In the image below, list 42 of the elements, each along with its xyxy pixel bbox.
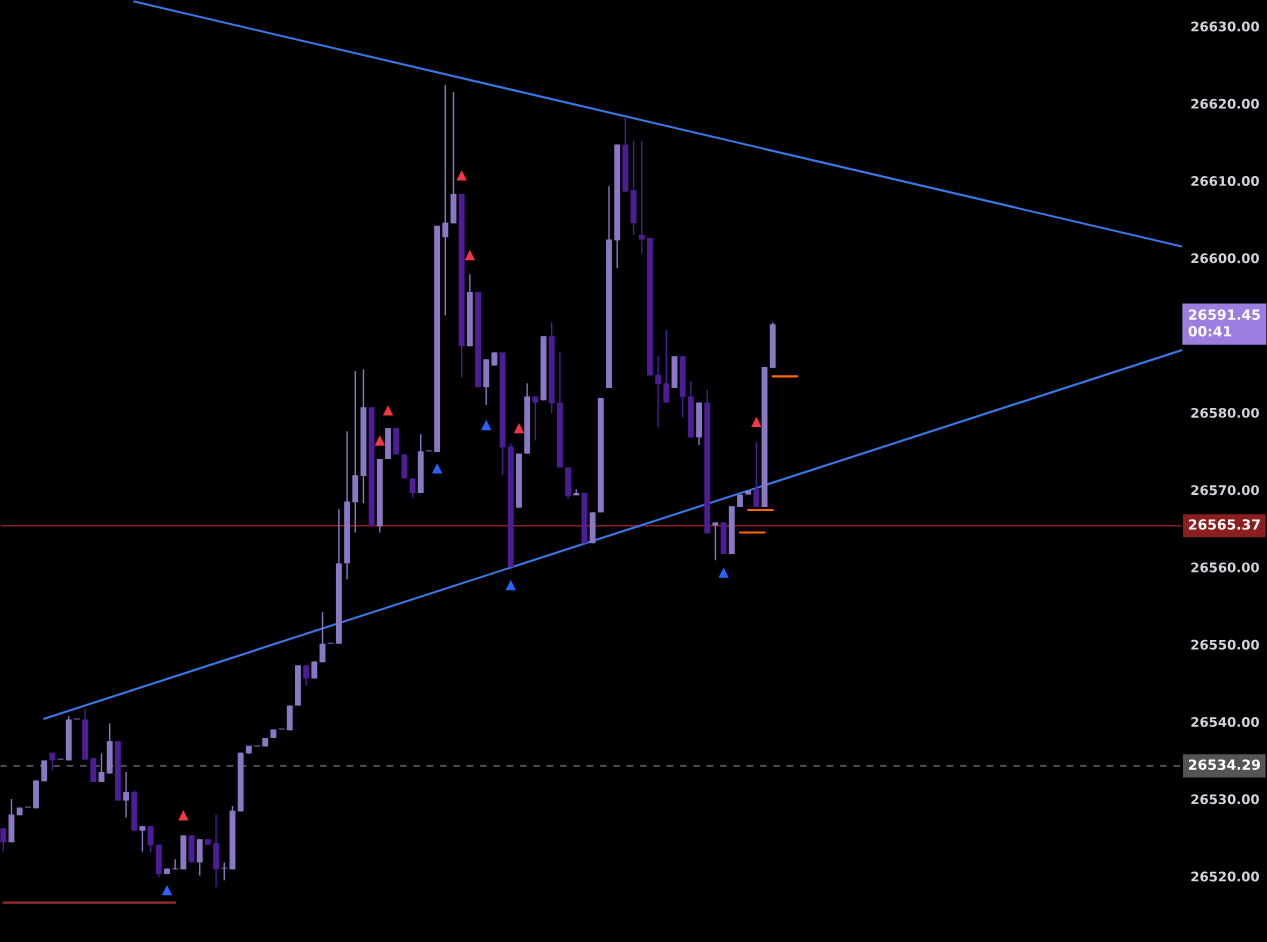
point (481, 419, 492, 431)
text: 26591.45 (1189, 309, 1260, 320)
point (374, 435, 385, 446)
candlestick (0, 827, 7, 853)
y-tick-label: 26630.00 (1191, 21, 1259, 32)
point (178, 810, 189, 821)
y-tick-label: 26610.00 (1191, 176, 1259, 187)
point (456, 170, 467, 181)
text: 00:41 (1188, 326, 1232, 337)
point (464, 249, 475, 261)
ref-line-label: 26565.37 (1189, 519, 1260, 530)
candlestick (663, 329, 670, 404)
candlestick (139, 825, 146, 853)
candlestick (532, 395, 539, 442)
point (718, 567, 729, 578)
y-tick-label: 26580.00 (1191, 407, 1259, 418)
candlestick (442, 84, 449, 316)
candlestick (172, 858, 179, 871)
y-tick-label: 26530.00 (1191, 794, 1259, 805)
point (751, 416, 762, 428)
ref-line-label: 26534.29 (1189, 759, 1260, 770)
candlestick (303, 664, 310, 687)
point (382, 405, 394, 416)
y-tick-label: 26520.00 (1191, 871, 1259, 882)
candlestick (655, 354, 662, 429)
candlestick (196, 838, 203, 877)
candlestick (123, 771, 129, 819)
candlestick (638, 139, 645, 255)
y-tick-label: 26570.00 (1191, 485, 1259, 496)
y-tick-label: 26560.00 (1191, 562, 1259, 573)
y-tick-label: 26540.00 (1191, 716, 1259, 727)
point (505, 579, 516, 591)
candlestick (753, 441, 760, 508)
candlestick (712, 521, 719, 561)
y-tick-label: 26550.00 (1191, 639, 1259, 650)
candlestick (409, 477, 416, 499)
candlestick (147, 825, 154, 854)
y-tick-label: 26600.00 (1191, 253, 1259, 264)
y-tick-label: 26620.00 (1191, 98, 1259, 109)
point (513, 422, 525, 434)
point (161, 885, 173, 896)
point (431, 463, 443, 474)
